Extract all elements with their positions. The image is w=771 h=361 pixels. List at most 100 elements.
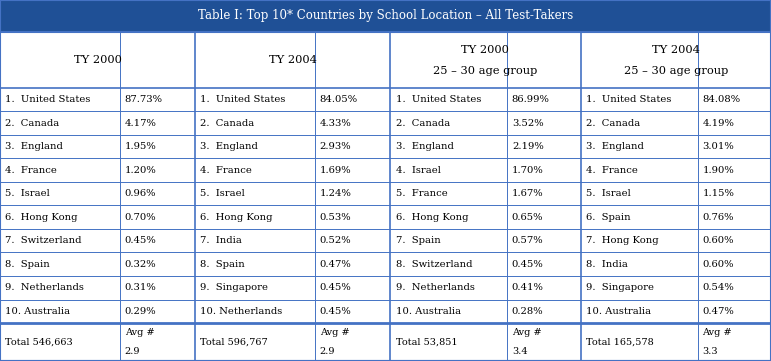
Text: 0.57%: 0.57% — [512, 236, 544, 245]
Text: 84.05%: 84.05% — [320, 95, 358, 104]
Text: 4.  Israel: 4. Israel — [396, 166, 440, 175]
Text: 10. Australia: 10. Australia — [5, 307, 70, 316]
Text: Total 53,851: Total 53,851 — [396, 338, 457, 347]
Text: 0.45%: 0.45% — [320, 283, 352, 292]
Text: 0.45%: 0.45% — [125, 236, 157, 245]
Text: 2.19%: 2.19% — [512, 142, 544, 151]
Text: 9.  Singapore: 9. Singapore — [586, 283, 654, 292]
Text: Avg #: Avg # — [512, 329, 541, 338]
Text: 0.47%: 0.47% — [320, 260, 352, 269]
Text: TY 2000: TY 2000 — [73, 55, 122, 65]
Text: Total 596,767: Total 596,767 — [200, 338, 268, 347]
Text: 1.70%: 1.70% — [512, 166, 544, 175]
Text: 7.  Spain: 7. Spain — [396, 236, 440, 245]
Text: Total 165,578: Total 165,578 — [586, 338, 654, 347]
Text: 3.52%: 3.52% — [512, 118, 544, 127]
Text: 1.  United States: 1. United States — [396, 95, 481, 104]
Text: 1.15%: 1.15% — [702, 189, 734, 198]
Text: Avg #: Avg # — [125, 329, 154, 338]
Text: 0.54%: 0.54% — [702, 283, 734, 292]
Text: Avg #: Avg # — [320, 329, 349, 338]
Text: 2.  Canada: 2. Canada — [396, 118, 449, 127]
Text: 8.  India: 8. India — [586, 260, 628, 269]
Text: 5.  Israel: 5. Israel — [586, 189, 631, 198]
Text: 6.  Hong Kong: 6. Hong Kong — [396, 213, 468, 222]
Text: 4.  France: 4. France — [5, 166, 57, 175]
Text: 1.69%: 1.69% — [320, 166, 352, 175]
Text: 1.90%: 1.90% — [702, 166, 734, 175]
Text: 7.  India: 7. India — [200, 236, 242, 245]
Text: TY 2000: TY 2000 — [461, 45, 510, 55]
Text: 0.41%: 0.41% — [512, 283, 544, 292]
Text: 7.  Switzerland: 7. Switzerland — [5, 236, 82, 245]
Text: 0.53%: 0.53% — [320, 213, 352, 222]
Text: 84.08%: 84.08% — [702, 95, 740, 104]
Text: 86.99%: 86.99% — [512, 95, 550, 104]
Text: 9.  Netherlands: 9. Netherlands — [5, 283, 84, 292]
Text: 2.9: 2.9 — [125, 347, 140, 356]
Text: 4.33%: 4.33% — [320, 118, 352, 127]
Text: 0.45%: 0.45% — [320, 307, 352, 316]
Text: 3.01%: 3.01% — [702, 142, 734, 151]
Text: 1.20%: 1.20% — [125, 166, 157, 175]
Text: 2.  Canada: 2. Canada — [586, 118, 640, 127]
Text: 25 – 30 age group: 25 – 30 age group — [433, 66, 537, 76]
Text: 0.76%: 0.76% — [702, 213, 734, 222]
Text: 4.  France: 4. France — [200, 166, 252, 175]
Text: Total 546,663: Total 546,663 — [5, 338, 73, 347]
Text: 8.  Spain: 8. Spain — [200, 260, 245, 269]
Text: 3.3: 3.3 — [702, 347, 718, 356]
Text: 4.19%: 4.19% — [702, 118, 734, 127]
Text: 0.47%: 0.47% — [702, 307, 734, 316]
Text: 6.  Hong Kong: 6. Hong Kong — [5, 213, 78, 222]
Text: 10. Australia: 10. Australia — [586, 307, 651, 316]
Text: 25 – 30 age group: 25 – 30 age group — [624, 66, 728, 76]
Text: 5.  France: 5. France — [396, 189, 447, 198]
Text: 5.  Israel: 5. Israel — [5, 189, 50, 198]
Text: 2.93%: 2.93% — [320, 142, 352, 151]
Text: 1.  United States: 1. United States — [200, 95, 286, 104]
Text: 2.  Canada: 2. Canada — [5, 118, 59, 127]
Text: 8.  Spain: 8. Spain — [5, 260, 50, 269]
Text: 3.  England: 3. England — [200, 142, 258, 151]
Text: 0.45%: 0.45% — [512, 260, 544, 269]
Text: 3.  England: 3. England — [5, 142, 63, 151]
Bar — [0, 0, 771, 32]
Text: 3.4: 3.4 — [512, 347, 527, 356]
Text: 9.  Netherlands: 9. Netherlands — [396, 283, 474, 292]
Text: 10. Australia: 10. Australia — [396, 307, 460, 316]
Text: 0.32%: 0.32% — [125, 260, 157, 269]
Text: 0.60%: 0.60% — [702, 260, 734, 269]
Text: 87.73%: 87.73% — [125, 95, 163, 104]
Bar — [0, 32, 771, 88]
Text: 9.  Singapore: 9. Singapore — [200, 283, 268, 292]
Text: Avg #: Avg # — [702, 329, 732, 338]
Text: 0.52%: 0.52% — [320, 236, 352, 245]
Text: 8.  Switzerland: 8. Switzerland — [396, 260, 472, 269]
Text: 1.67%: 1.67% — [512, 189, 544, 198]
Text: 4.  France: 4. France — [586, 166, 638, 175]
Text: 1.  United States: 1. United States — [586, 95, 672, 104]
Text: 0.31%: 0.31% — [125, 283, 157, 292]
Text: 0.70%: 0.70% — [125, 213, 157, 222]
Text: 2.  Canada: 2. Canada — [200, 118, 254, 127]
Text: 5.  Israel: 5. Israel — [200, 189, 245, 198]
Text: TY 2004: TY 2004 — [268, 55, 317, 65]
Text: 4.17%: 4.17% — [125, 118, 157, 127]
Text: 3.  England: 3. England — [396, 142, 453, 151]
Text: 1.24%: 1.24% — [320, 189, 352, 198]
Text: 1.95%: 1.95% — [125, 142, 157, 151]
Text: 3.  England: 3. England — [586, 142, 644, 151]
Text: 0.29%: 0.29% — [125, 307, 157, 316]
Text: 6.  Spain: 6. Spain — [586, 213, 631, 222]
Text: Table I: Top 10* Countries by School Location – All Test-Takers: Table I: Top 10* Countries by School Loc… — [198, 9, 573, 22]
Text: 1.  United States: 1. United States — [5, 95, 91, 104]
Text: 7.  Hong Kong: 7. Hong Kong — [586, 236, 658, 245]
Text: 0.65%: 0.65% — [512, 213, 544, 222]
Text: 10. Netherlands: 10. Netherlands — [200, 307, 283, 316]
Text: 2.9: 2.9 — [320, 347, 335, 356]
Text: 0.96%: 0.96% — [125, 189, 156, 198]
Text: 0.28%: 0.28% — [512, 307, 544, 316]
Text: TY 2004: TY 2004 — [651, 45, 700, 55]
Text: 0.60%: 0.60% — [702, 236, 734, 245]
